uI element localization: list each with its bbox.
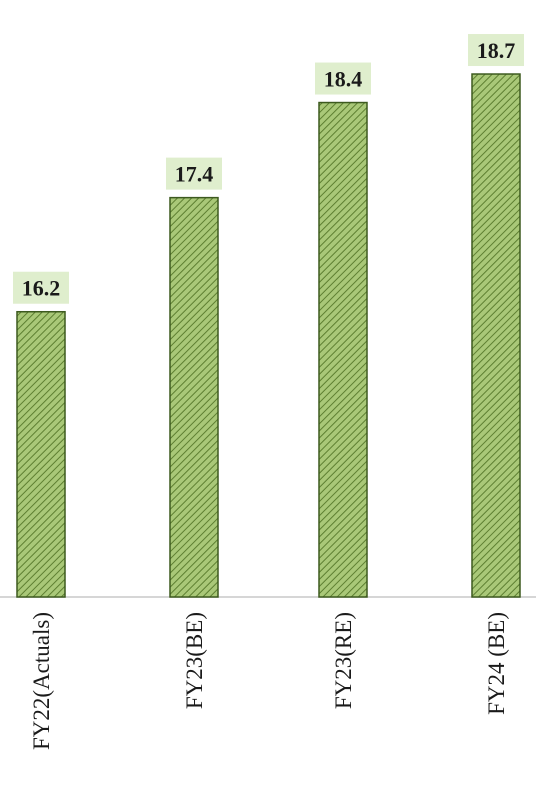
- x-tick-label-3: FY23(RE): [331, 612, 356, 709]
- data-label-bg-2: [166, 157, 222, 190]
- bar-1: [16, 310, 66, 598]
- data-label-1: 16.2: [22, 276, 61, 301]
- data-label-3: 18.4: [324, 67, 363, 92]
- data-label-bg-1: [13, 271, 69, 304]
- bars-group: 16.2 FY22(Actuals) 17.4 FY23(BE) 18.4 FY23(RE…: [13, 34, 524, 750]
- x-tick-label-2: FY23(BE): [182, 612, 207, 709]
- x-tick-label-1: FY22(Actuals): [29, 612, 54, 750]
- x-tick-label-4: FY24 (BE): [484, 612, 509, 715]
- data-label-bg-3: [315, 62, 371, 95]
- data-label-bg-4: [468, 34, 524, 67]
- bar-2: [169, 196, 219, 598]
- bar-4: [471, 73, 521, 598]
- bar-3: [318, 101, 368, 598]
- data-label-2: 17.4: [175, 162, 214, 187]
- data-label-4: 18.7: [477, 38, 516, 63]
